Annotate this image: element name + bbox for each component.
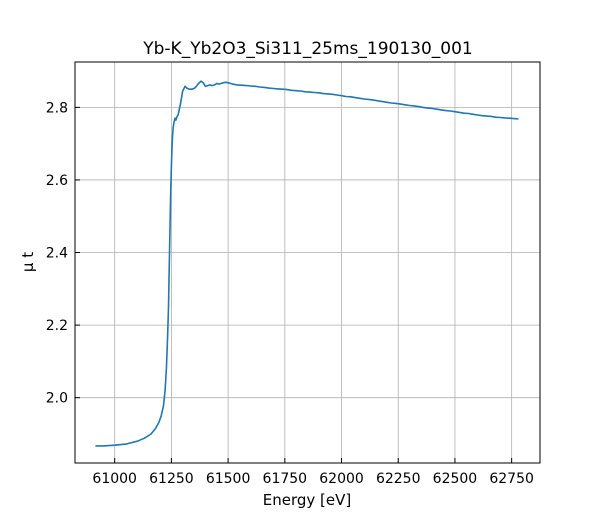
x-tick-label: 61000	[92, 471, 137, 487]
plot-frame	[74, 61, 541, 464]
y-tick-label: 2.4	[46, 246, 68, 262]
y-tick-label: 2.2	[46, 318, 68, 334]
series-layer	[95, 80, 519, 447]
x-tick-label: 62250	[376, 471, 421, 487]
tick-layer: 61000 61250 61500 61750 62000 62250 62500 62750…	[46, 100, 534, 487]
x-tick-label: 61500	[206, 471, 251, 487]
x-axis-label: Energy [eV]	[263, 491, 351, 509]
x-tick-label: 61750	[263, 471, 308, 487]
y-axis-label: μ t	[19, 252, 37, 272]
x-tick-label: 62750	[489, 471, 534, 487]
x-tick-label: 62000	[319, 471, 364, 487]
y-tick-label: 2.0	[46, 391, 68, 407]
series-line	[95, 80, 519, 447]
y-tick-label: 2.8	[46, 100, 68, 116]
x-tick-label: 61250	[149, 471, 194, 487]
chart-title: Yb-K_Yb2O3_Si311_25ms_190130_001	[142, 39, 473, 59]
y-tick-label: 2.6	[46, 173, 68, 189]
grid-layer	[75, 62, 540, 463]
x-tick-label: 62500	[433, 471, 478, 487]
